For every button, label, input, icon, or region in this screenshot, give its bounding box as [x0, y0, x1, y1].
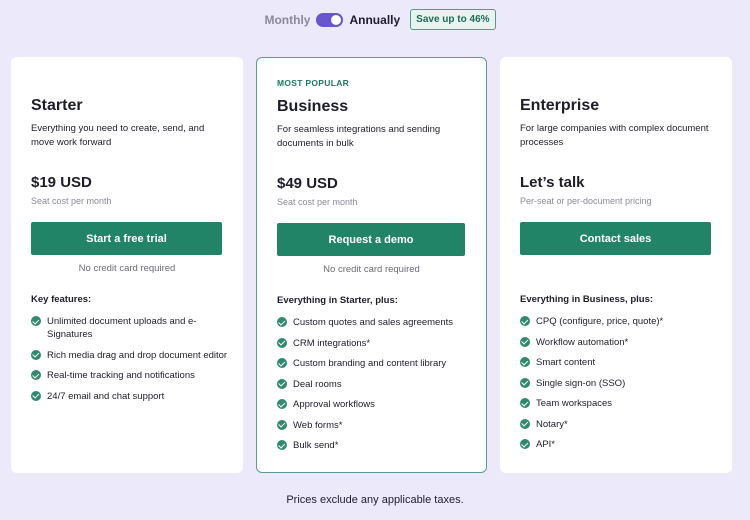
price-note: Seat cost per month: [277, 197, 358, 207]
features-heading: Key features:: [31, 294, 92, 305]
check-circle-icon: [520, 377, 530, 388]
feature-item: Single sign-on (SSO): [520, 377, 720, 390]
check-circle-icon: [520, 439, 530, 449]
billing-period-toggle[interactable]: [316, 12, 344, 27]
check-circle-icon: [277, 399, 287, 409]
check-circle-icon: [520, 357, 530, 367]
price-note: Seat cost per month: [31, 196, 112, 206]
feature-item: Web forms*: [277, 419, 474, 432]
check-circle-icon: [277, 358, 287, 368]
plan-name: Enterprise: [520, 97, 600, 114]
feature-text: 24/7 email and chat support: [47, 390, 165, 402]
check-circle-icon: [277, 337, 287, 348]
check-circle-icon: [277, 317, 287, 327]
check-circle-icon: [31, 349, 41, 360]
check-circle-icon: [31, 370, 41, 380]
plan-description: For large companies with complex documen…: [520, 123, 709, 148]
feature-item: Notary*: [520, 418, 720, 431]
plan-description: For seamless integrations and sending do…: [277, 124, 441, 149]
features-heading: Everything in Starter, plus:: [277, 295, 398, 306]
feature-text: Approval workflows: [293, 399, 375, 410]
feature-text: Single sign-on (SSO): [536, 377, 626, 389]
plan-price: $19 USD: [31, 174, 92, 191]
feature-text: Real-time tracking and notifications: [47, 370, 195, 381]
check-circle-icon: [31, 390, 41, 401]
feature-list: CPQ (configure, price, quote)* Workflow a…: [520, 315, 720, 459]
plan-description: Everything you need to create, send, and…: [31, 123, 205, 148]
most-popular-badge: MOST POPULAR: [277, 78, 350, 88]
feature-item: Custom branding and content library: [277, 357, 474, 370]
feature-item: 24/7 email and chat support: [31, 390, 231, 403]
feature-text: Rich media drag and drop document editor: [47, 349, 228, 361]
feature-item: Smart content: [520, 356, 720, 369]
feature-item: Real-time tracking and notifications: [31, 369, 231, 382]
plan-card-business: MOST POPULAR Business For seamless integ…: [256, 57, 487, 473]
save-badge: Save up to 46%: [410, 9, 496, 30]
check-circle-icon: [520, 336, 530, 347]
feature-text: CRM integrations*: [293, 337, 371, 349]
price-note: Per-seat or per-document pricing: [520, 196, 652, 206]
feature-item: Team workspaces: [520, 397, 720, 410]
plan-name: Business: [277, 98, 349, 115]
feature-text: Custom branding and content library: [293, 358, 447, 369]
no-credit-card-note: No credit card required: [323, 264, 420, 275]
feature-item: Approval workflows: [277, 398, 474, 411]
plan-card-starter: Starter Everything you need to create, s…: [11, 57, 243, 473]
check-circle-icon: [277, 440, 287, 450]
plan-price: $49 USD: [277, 175, 338, 192]
plan-name: Starter: [31, 97, 83, 114]
check-circle-icon: [277, 419, 287, 430]
feature-item: Unlimited document uploads and e-Signatu…: [31, 315, 231, 341]
feature-text: Deal rooms: [293, 378, 342, 390]
feature-item: Rich media drag and drop document editor: [31, 349, 231, 362]
feature-item: Bulk send*: [277, 439, 474, 452]
feature-text: API*: [536, 439, 556, 450]
feature-text: Bulk send*: [293, 440, 339, 451]
contact-sales-button[interactable]: Contact sales: [520, 222, 711, 255]
feature-item: Custom quotes and sales agreements: [277, 316, 474, 329]
feature-item: CRM integrations*: [277, 337, 474, 350]
feature-text: CPQ (configure, price, quote)*: [536, 316, 664, 327]
request-demo-button[interactable]: Request a demo: [277, 223, 465, 256]
monthly-label[interactable]: Monthly: [264, 12, 311, 27]
no-credit-card-note: No credit card required: [78, 263, 176, 274]
feature-list: Custom quotes and sales agreements CRM in…: [277, 316, 474, 460]
feature-text: Workflow automation*: [536, 336, 629, 348]
feature-item: Deal rooms: [277, 378, 474, 391]
plan-card-enterprise: Enterprise For large companies with comp…: [500, 57, 732, 473]
check-circle-icon: [31, 316, 41, 326]
feature-text: Web forms*: [293, 419, 343, 431]
feature-list: Unlimited document uploads and e-Signatu…: [31, 315, 231, 410]
feature-text: Unlimited document uploads and e-Signatu…: [47, 316, 197, 340]
feature-text: Smart content: [536, 357, 596, 368]
plan-price: Let’s talk: [520, 174, 585, 191]
check-circle-icon: [520, 418, 530, 429]
billing-toggle-row: Monthly Annually Save up to 46%: [0, 9, 750, 30]
feature-item: Workflow automation*: [520, 336, 720, 349]
tax-disclaimer: Prices exclude any applicable taxes.: [286, 494, 464, 506]
feature-text: Custom quotes and sales agreements: [293, 317, 454, 328]
check-circle-icon: [520, 398, 530, 408]
annually-label[interactable]: Annually: [349, 12, 401, 27]
feature-item: CPQ (configure, price, quote)*: [520, 315, 720, 328]
features-heading: Everything in Business, plus:: [520, 294, 654, 305]
check-circle-icon: [520, 316, 530, 326]
feature-text: Notary*: [536, 418, 568, 430]
feature-item: API*: [520, 438, 720, 451]
start-free-trial-button[interactable]: Start a free trial: [31, 222, 222, 255]
feature-text: Team workspaces: [536, 398, 613, 409]
check-circle-icon: [277, 378, 287, 389]
